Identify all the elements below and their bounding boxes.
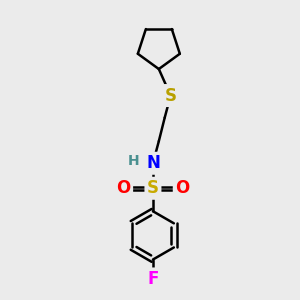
- Text: S: S: [165, 86, 177, 104]
- Text: O: O: [116, 179, 130, 197]
- Text: O: O: [175, 179, 190, 197]
- Text: N: N: [146, 154, 160, 172]
- Text: F: F: [147, 270, 159, 288]
- Text: S: S: [147, 179, 159, 197]
- Text: H: H: [128, 154, 140, 168]
